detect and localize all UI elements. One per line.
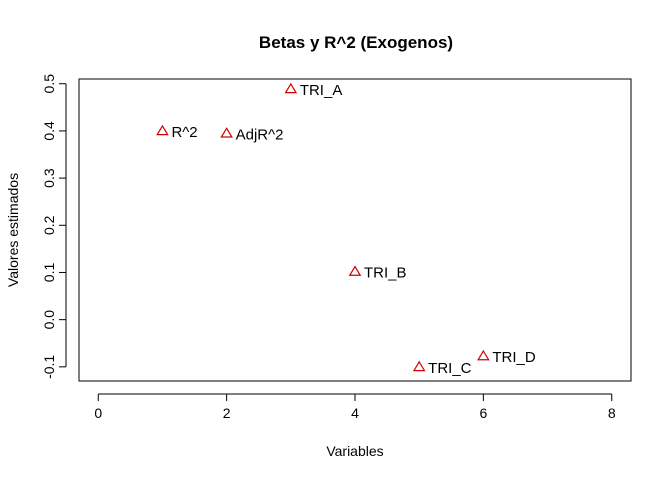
y-axis: -0.1 0.0 0.1 0.2 0.3 0.4 0.5 <box>41 74 67 379</box>
x-tick-label: 6 <box>479 405 487 421</box>
x-tick-label: 8 <box>608 405 616 421</box>
x-tick-label: 4 <box>351 405 359 421</box>
x-tick-label: 2 <box>223 405 231 421</box>
point-label: TRI_C <box>428 360 472 377</box>
point-marker <box>284 82 298 94</box>
point-label: AdjR^2 <box>236 126 284 143</box>
y-axis-label: Valores estimados <box>5 173 21 287</box>
point-label: TRI_B <box>364 265 407 282</box>
y-tick-label: 0.5 <box>41 74 57 94</box>
point-marker <box>412 360 426 372</box>
point-marker <box>477 349 490 361</box>
x-axis: 0 2 4 6 8 <box>94 393 616 421</box>
x-tick-label: 0 <box>94 405 102 421</box>
point-marker <box>156 124 169 136</box>
y-tick-label: 0.2 <box>41 215 57 235</box>
y-tick-label: -0.1 <box>41 355 57 379</box>
point-marker <box>220 127 233 138</box>
y-tick-label: 0.0 <box>41 310 57 330</box>
x-axis-label: Variables <box>326 443 383 459</box>
point-label: R^2 <box>171 124 197 141</box>
data-points: R^2 AdjR^2 TRI_A TRI_B TRI_C TRI_D <box>156 82 536 377</box>
point-marker <box>348 265 362 276</box>
chart-title: Betas y R^2 (Exogenos) <box>259 33 453 52</box>
y-tick-label: 0.1 <box>41 263 57 283</box>
y-tick-label: 0.4 <box>41 121 57 141</box>
plot-frame <box>78 78 632 382</box>
y-tick-label: 0.3 <box>41 168 57 188</box>
point-label: TRI_A <box>300 82 343 99</box>
point-label: TRI_D <box>492 349 536 366</box>
